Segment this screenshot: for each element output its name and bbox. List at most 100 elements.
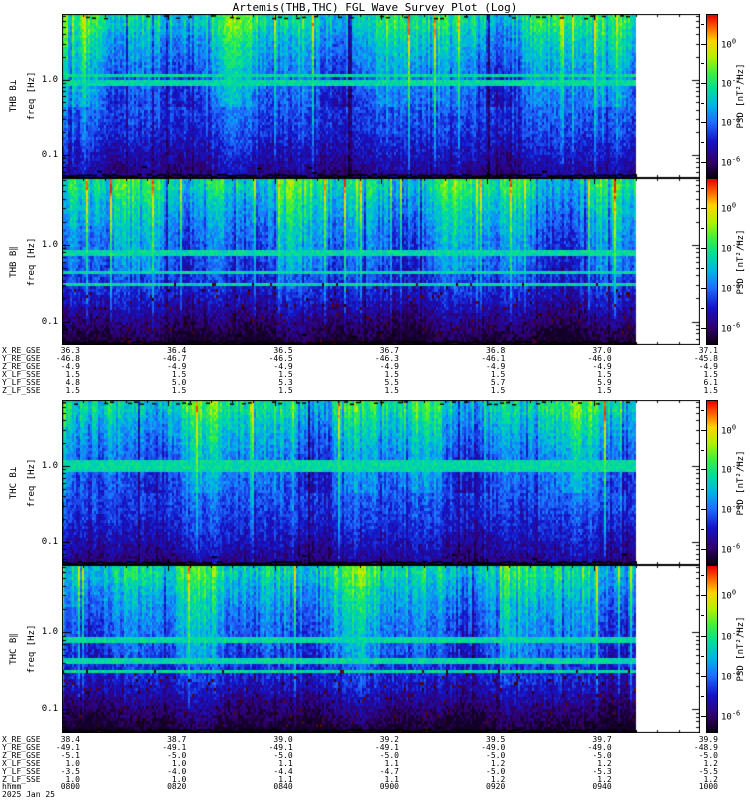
ephemeris-value: 5.3 — [278, 377, 293, 387]
ephemeris-value: 1.2 — [597, 774, 612, 784]
ephemeris-value: 39.0 — [273, 735, 293, 744]
ephemeris-row-label: X_RE_GSE — [2, 735, 41, 744]
ephemeris-value: -46.8 — [55, 353, 80, 363]
ephemeris-value: 1.2 — [490, 758, 506, 768]
colorbar-minor-tick — [701, 635, 704, 637]
ephemeris-value: -4.9 — [592, 361, 612, 371]
ephemeris-value: 6.1 — [703, 377, 718, 387]
ephemeris-value: -4.7 — [379, 766, 399, 776]
colorbar — [706, 178, 718, 345]
ephemeris-value: 0900 — [379, 782, 399, 792]
ephemeris-value: 1.5 — [65, 369, 80, 379]
ephemeris-value: 4.8 — [65, 377, 80, 387]
spectrogram-canvas — [62, 14, 700, 178]
colorbar-minor-tick — [701, 308, 704, 310]
ephemeris-value: 39.7 — [592, 735, 612, 744]
ephemeris-value: 0920 — [486, 782, 506, 792]
colorbar-minor-tick — [701, 228, 704, 230]
colorbar-tick-label: 100 — [721, 588, 737, 602]
colorbar — [706, 565, 718, 733]
colorbar — [706, 14, 718, 178]
ephemeris-row: Y_RE_GSE -49.1 -49.1 -49.1 -49.1 -49.0 -49.0 -4… — [0, 742, 750, 752]
panel-label: THB B∥ — [9, 245, 19, 278]
colorbar-tick-label: 10-6 — [721, 542, 741, 555]
ephemeris-row: Y_LF_SSE -3.5 -4.0 -4.4 -4.7 -5.0 -5.3 -5.5 — [0, 766, 750, 776]
ephemeris-value: -46.3 — [374, 353, 399, 363]
plot-title: Artemis(THB,THC) FGL Wave Survey Plot (L… — [232, 1, 518, 14]
ephemeris-row: hhmm 0800 0820 0840 0900 0920 0940 1000 — [0, 783, 750, 791]
ephemeris-value: 1000 — [698, 782, 718, 792]
ephemeris-value: 36.3 — [60, 346, 80, 355]
spectrogram-panel-thc-bperp: THC B⊥ freq [Hz] 1.0 0.1 PSD [nT²/Hz] 10… — [0, 400, 750, 565]
ephemeris-row: X_LF_SSE 1.5 1.5 1.5 1.5 1.5 1.5 1.5 — [0, 369, 750, 379]
ephemeris-row: X_RE_GSE 38.4 38.7 39.0 39.2 39.5 39.7 39.9 — [0, 736, 750, 744]
ephemeris-value: -5.1 — [60, 750, 80, 760]
ephemeris-value: 0940 — [592, 782, 612, 792]
ephemeris-value: 1.5 — [490, 385, 506, 395]
y-tick-label: 1.0 — [41, 239, 58, 250]
ephemeris-row-label: Y_LF_SSE — [2, 766, 41, 776]
colorbar-tick-label: 100 — [721, 201, 737, 215]
colorbar-minor-tick — [701, 716, 704, 718]
ephemeris-value: 0840 — [273, 782, 293, 792]
ephemeris-row-label: X_RE_GSE — [2, 346, 41, 355]
ephemeris-value: 1.5 — [384, 385, 399, 395]
ephemeris-row: Z_LF_SSE 1.5 1.5 1.5 1.5 1.5 1.5 1.5 — [0, 385, 750, 395]
ephemeris-value: -5.0 — [486, 766, 506, 776]
ephemeris-value: 1.5 — [490, 369, 506, 379]
colorbar-tick-label: 100 — [721, 37, 737, 51]
ephemeris-row-label: Z_LF_SSE — [2, 385, 41, 395]
y-tick-label: 1.0 — [41, 627, 58, 638]
ephemeris-value: 5.9 — [597, 377, 612, 387]
ephemeris-value: 39.2 — [379, 735, 399, 744]
y-tick-label: 0.1 — [41, 316, 58, 327]
colorbar-minor-tick — [701, 615, 704, 617]
ephemeris-value: 1.0 — [171, 774, 187, 784]
ephemeris-value: -4.9 — [167, 361, 187, 371]
ephemeris-value: 1.5 — [384, 369, 399, 379]
ephemeris-value: 0800 — [60, 782, 80, 792]
ephemeris-row-label: Y_RE_GSE — [2, 353, 41, 363]
ephemeris-row-label: Z_LF_SSE — [2, 774, 41, 784]
colorbar-minor-tick — [701, 122, 704, 124]
ephemeris-value: -3.5 — [60, 766, 80, 776]
ephemeris-value: -5.0 — [379, 750, 399, 760]
ephemeris-value: -49.1 — [374, 742, 399, 752]
colorbar-minor-tick — [701, 449, 704, 451]
y-tick-label: 1.0 — [41, 461, 58, 471]
ephemeris-value: -5.0 — [592, 750, 612, 760]
spectrogram-panel-thc-bpar: THC B∥ freq [Hz] 1.0 0.1 PSD [nT²/Hz] 10… — [0, 565, 750, 733]
colorbar-tick-label: 10-6 — [721, 321, 741, 335]
ephemeris-value: -4.9 — [379, 361, 399, 371]
colorbar-tick-label: 10-2 — [721, 241, 741, 255]
ephemeris-value: -5.0 — [698, 750, 718, 760]
colorbar-tick-label: 10-4 — [721, 115, 741, 129]
ephemeris-row: Y_RE_GSE -46.8 -46.7 -46.5 -46.3 -46.1 -46.0 -4… — [0, 353, 750, 363]
ephemeris-value: -4.9 — [698, 361, 718, 371]
date-row: 2025 Jan 25 — [0, 791, 750, 799]
colorbar-minor-tick — [701, 288, 704, 290]
colorbar-minor-tick — [701, 409, 704, 411]
colorbar-minor-tick — [701, 595, 704, 597]
ephemeris-value: 39.9 — [698, 735, 718, 744]
ephemeris-value: 38.7 — [167, 735, 187, 744]
ephemeris-row-label: Y_LF_SSE — [2, 377, 41, 387]
colorbar-minor-tick — [701, 23, 704, 25]
colorbar-minor-tick — [701, 508, 704, 510]
panel-label: THB B⊥ — [9, 79, 19, 113]
ephemeris-block-thc: X_RE_GSE 38.4 38.7 39.0 39.2 39.5 39.7 39.9 Y_RE… — [0, 736, 750, 800]
ephemeris-value: -46.5 — [268, 353, 293, 363]
ephemeris-value: 1.1 — [278, 774, 293, 784]
ephemeris-value: -5.0 — [486, 750, 506, 760]
ephemeris-value: 1.5 — [597, 385, 612, 395]
ephemeris-value: 36.4 — [167, 346, 187, 355]
ephemeris-value: 5.5 — [384, 377, 399, 387]
ephemeris-value: 1.5 — [171, 385, 187, 395]
ephemeris-row: Z_RE_GSE -4.9 -4.9 -4.9 -4.9 -4.9 -4.9 -4.9 — [0, 361, 750, 371]
ephemeris-row: Y_LF_SSE 4.8 5.0 5.3 5.5 5.7 5.9 6.1 — [0, 377, 750, 387]
ephemeris-value: 37.1 — [698, 346, 718, 355]
spectrogram-canvas — [62, 400, 700, 565]
ephemeris-value: 1.2 — [597, 758, 612, 768]
spectrogram-canvas — [62, 178, 700, 345]
ephemeris-value: -4.9 — [486, 361, 506, 371]
